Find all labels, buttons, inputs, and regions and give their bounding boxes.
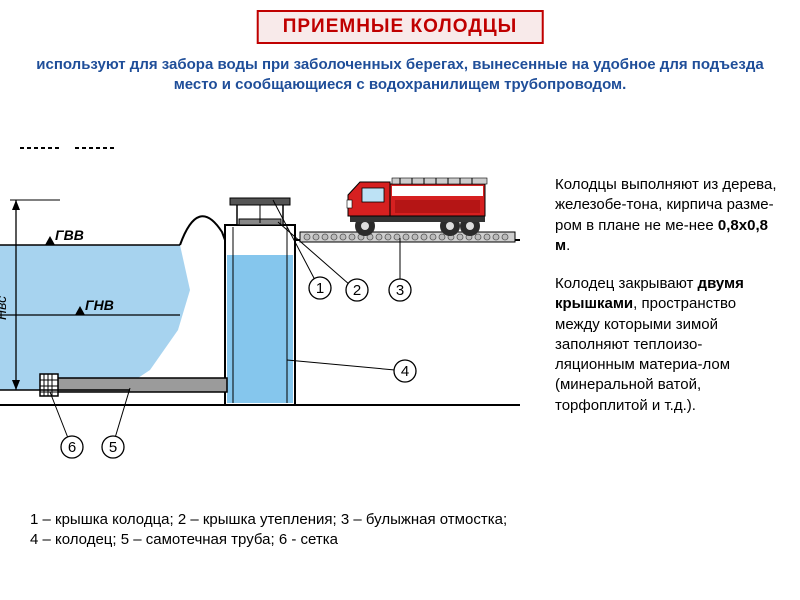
svg-text:3: 3 bbox=[396, 282, 404, 299]
svg-text:2: 2 bbox=[353, 282, 361, 299]
svg-text:5: 5 bbox=[109, 439, 117, 456]
fire-truck-icon bbox=[347, 178, 487, 236]
water-body bbox=[0, 245, 190, 390]
right-column: Колодцы выполняют из дерева, железобе-то… bbox=[555, 175, 780, 434]
diagram-container: 1 2 3 4 5 6 ГВВ ГНВ Нвс bbox=[0, 140, 520, 490]
title-text: ПРИЕМНЫЕ КОЛОДЦЫ bbox=[283, 16, 518, 37]
gnv-label: ГНВ bbox=[85, 297, 114, 313]
right-p1: Колодцы выполняют из дерева, железобе-то… bbox=[555, 175, 780, 256]
gravity-pipe bbox=[40, 374, 227, 396]
well bbox=[225, 198, 295, 405]
legend: 1 – крышка колодца; 2 – крышка утепления… bbox=[30, 510, 510, 551]
gvv-label: ГВВ bbox=[55, 227, 84, 243]
subtitle: используют для забора воды при заболочен… bbox=[30, 55, 770, 94]
h-label: Нвс bbox=[0, 296, 9, 320]
diagram-svg: 1 2 3 4 5 6 ГВВ ГНВ Нвс bbox=[0, 140, 520, 490]
svg-text:4: 4 bbox=[401, 363, 409, 380]
cobble-pavement bbox=[300, 232, 515, 242]
title-box: ПРИЕМНЫЕ КОЛОДЦЫ bbox=[257, 10, 544, 44]
right-p2: Колодец закрывают двумя крышками, простр… bbox=[555, 274, 780, 416]
svg-text:1: 1 bbox=[316, 280, 324, 297]
svg-text:6: 6 bbox=[68, 439, 76, 456]
